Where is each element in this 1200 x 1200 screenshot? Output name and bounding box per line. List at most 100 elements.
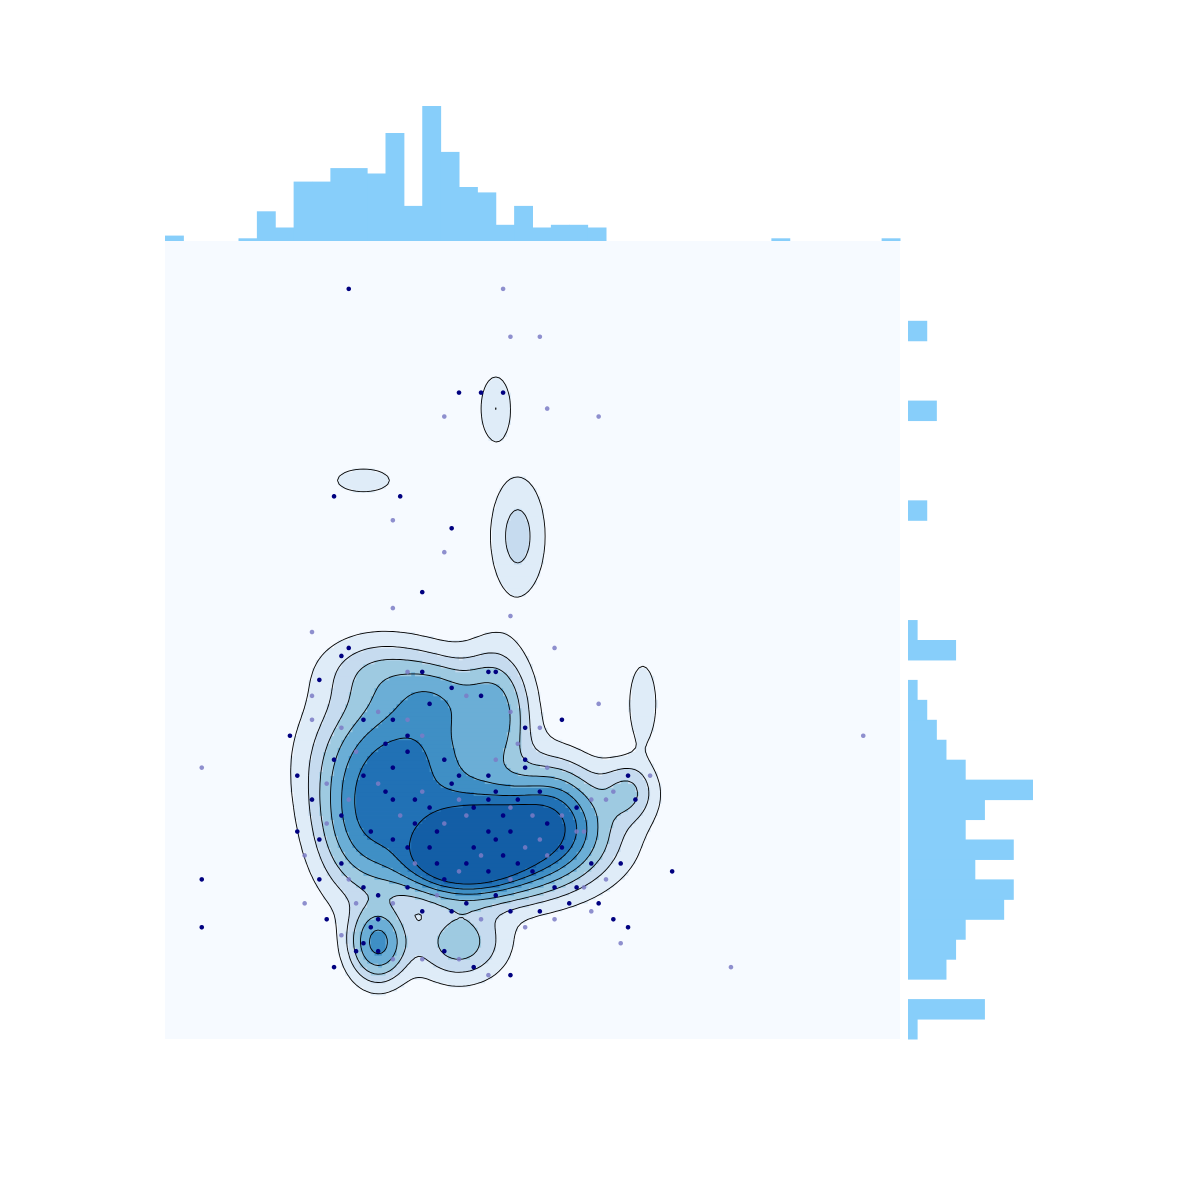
density-band	[576, 823, 589, 828]
density-band	[363, 831, 412, 836]
top-hist-bar	[422, 106, 442, 241]
scatter-point	[442, 414, 447, 419]
density-band	[470, 667, 500, 673]
density-band	[583, 779, 622, 785]
density-band	[528, 895, 559, 900]
density-band	[609, 835, 625, 840]
density-band	[411, 855, 548, 860]
density-band	[345, 707, 368, 713]
scatter-point	[339, 653, 344, 659]
density-band	[392, 903, 442, 908]
density-band	[477, 927, 497, 932]
density-band	[554, 795, 574, 800]
density-band	[341, 659, 375, 665]
density-band	[517, 771, 574, 777]
density-band	[356, 743, 383, 749]
density-band	[330, 699, 350, 705]
scatter-point	[405, 749, 410, 755]
scatter-point	[478, 693, 484, 699]
density-band	[506, 588, 530, 593]
density-band	[345, 735, 364, 741]
density-band	[631, 715, 655, 721]
density-band	[337, 863, 353, 868]
density-band	[532, 739, 563, 745]
scatter-point	[522, 757, 528, 762]
density-band	[308, 811, 320, 816]
density-band	[323, 823, 335, 828]
density-band	[503, 759, 530, 765]
density-band	[407, 943, 438, 948]
contour-line	[341, 691, 588, 955]
density-band	[323, 831, 335, 836]
density-band	[580, 863, 596, 868]
density-band	[436, 887, 508, 892]
density-band	[315, 659, 342, 665]
density-band	[447, 923, 475, 928]
density-band	[558, 867, 577, 872]
density-band	[411, 835, 566, 840]
density-band	[308, 791, 320, 797]
density-band	[323, 815, 331, 820]
scatter-point	[544, 406, 550, 411]
density-band	[587, 795, 636, 800]
density-band	[517, 871, 537, 876]
scatter-point	[478, 917, 484, 922]
scatter-point	[390, 901, 396, 906]
density-band	[635, 767, 655, 773]
scatter-point	[419, 956, 425, 962]
right-hist-bar	[908, 320, 928, 342]
density-band	[308, 863, 324, 868]
scatter-point	[544, 853, 550, 858]
density-band	[367, 967, 394, 972]
density-band	[319, 787, 331, 793]
scatter-point	[339, 725, 344, 731]
density-band	[488, 432, 508, 437]
density-band	[396, 963, 408, 968]
density-band	[400, 959, 412, 964]
scatter-point	[611, 917, 616, 922]
density-band	[400, 971, 497, 976]
density-band	[326, 743, 342, 749]
density-band	[561, 815, 574, 820]
density-band	[367, 895, 394, 900]
density-band	[348, 943, 353, 948]
density-band	[334, 911, 350, 916]
density-band	[433, 963, 482, 968]
scatter-point	[596, 701, 601, 707]
density-band	[580, 775, 644, 781]
density-band	[330, 851, 346, 856]
density-band	[598, 827, 611, 832]
scatter-point	[397, 813, 403, 818]
density-band	[506, 480, 530, 485]
density-band	[635, 795, 651, 800]
density-band	[506, 528, 530, 533]
density-band	[370, 979, 386, 984]
scatter-point	[346, 877, 352, 882]
density-band	[381, 915, 397, 920]
density-band	[580, 763, 655, 769]
density-band	[326, 839, 339, 844]
scatter-point	[486, 773, 491, 778]
density-band	[359, 767, 430, 773]
top-hist-bar	[348, 168, 368, 241]
density-band	[370, 935, 386, 940]
density-band	[300, 711, 328, 717]
density-band	[565, 803, 581, 808]
density-band	[319, 771, 335, 777]
density-band	[392, 907, 449, 912]
density-band	[348, 927, 357, 932]
density-band	[436, 779, 486, 785]
scatter-point	[478, 853, 484, 858]
density-band	[554, 775, 581, 781]
scatter-point	[456, 773, 462, 778]
density-band	[425, 751, 456, 757]
density-band	[481, 404, 511, 409]
density-band	[642, 807, 658, 812]
density-band	[381, 743, 423, 749]
density-band	[356, 847, 390, 852]
density-band	[635, 819, 655, 824]
density-band	[488, 436, 504, 441]
density-band	[414, 879, 430, 884]
density-band	[521, 679, 537, 685]
density-band	[528, 520, 544, 525]
